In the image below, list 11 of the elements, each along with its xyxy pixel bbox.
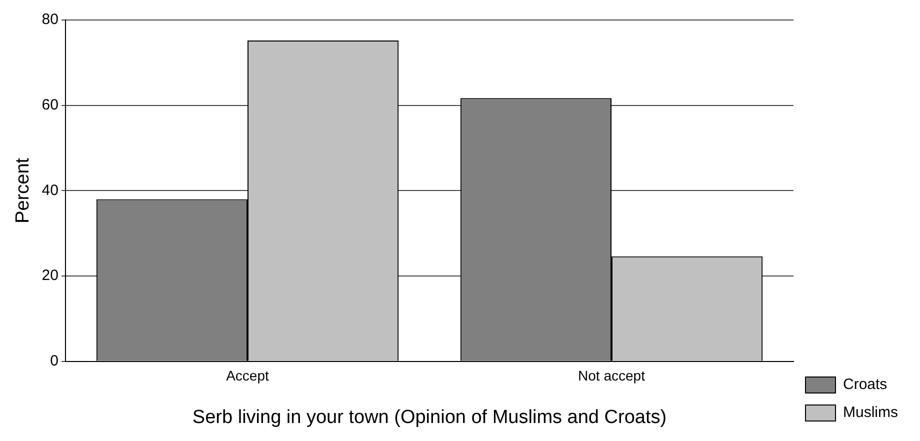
y-tick-label: 20 [42, 267, 58, 284]
y-tick-label: 60 [42, 96, 58, 114]
y-tick-label: 0 [50, 352, 58, 370]
legend-label: Croats [843, 376, 888, 394]
y-tick-label: 80 [42, 11, 58, 28]
x-axis-title: Serb living in your town (Opinion of Muslims and Croats) [192, 406, 667, 428]
y-axis-title: Percent [12, 157, 34, 224]
y-tick-label: 40 [42, 182, 58, 199]
x-tick-label: Not accept [578, 368, 646, 384]
x-tick-label: Accept [226, 368, 269, 384]
legend-label: Muslims [843, 404, 898, 422]
